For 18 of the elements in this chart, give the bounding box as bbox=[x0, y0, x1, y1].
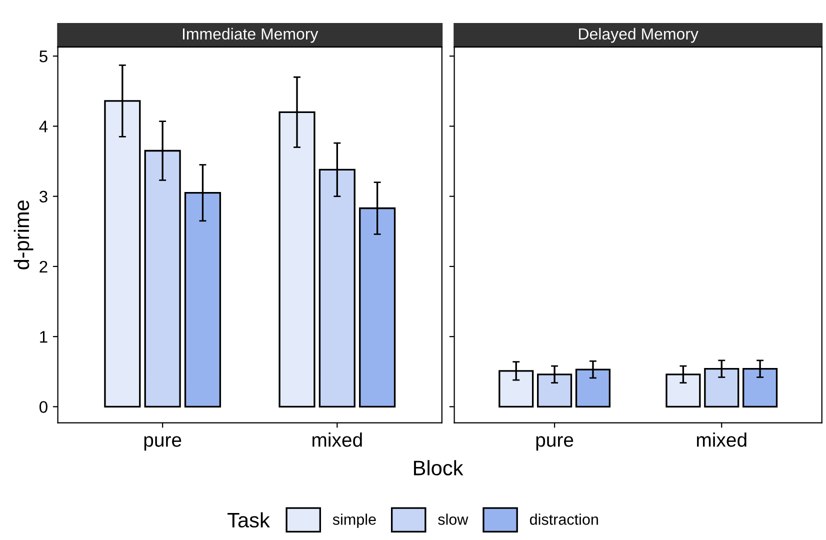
legend-label: simple bbox=[332, 514, 376, 528]
chart-title: Immediate Memory bbox=[183, 28, 318, 43]
x-axis-title: Block bbox=[414, 460, 464, 476]
x-tick-label: pure bbox=[144, 436, 182, 451]
y-tick-label: 3 bbox=[39, 190, 48, 203]
y-tick-label: 1 bbox=[40, 331, 48, 343]
x-tick-label: pure bbox=[536, 436, 574, 451]
y-axis-title: d-prime bbox=[14, 200, 34, 270]
y-tick-label: 0 bbox=[39, 401, 48, 413]
legend-label: slow bbox=[438, 514, 468, 525]
x-tick-label: mixed bbox=[696, 432, 746, 447]
legend-title: Task bbox=[228, 512, 270, 528]
chart-title: Delayed Memory bbox=[579, 28, 698, 43]
x-tick-label: mixed bbox=[312, 432, 362, 447]
legend-label: distraction bbox=[530, 514, 598, 525]
y-tick-label: 5 bbox=[39, 50, 48, 62]
y-tick-label: 2 bbox=[40, 260, 48, 272]
y-tick-label: 4 bbox=[39, 120, 48, 132]
